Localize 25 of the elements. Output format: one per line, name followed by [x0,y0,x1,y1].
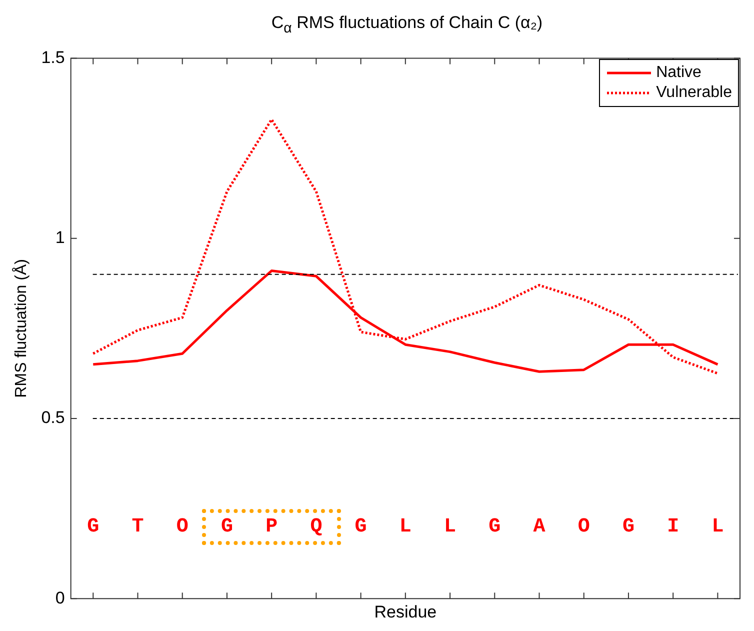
x-tick-label: G [220,516,233,539]
y-tick-label: 0 [55,588,65,608]
x-tick-label: O [176,516,188,539]
x-tick-label: I [667,516,680,539]
x-tick-label: P [266,516,278,539]
legend-label: Vulnerable [656,83,732,104]
y-axis-title: RMS fluctuation (Å) [12,259,30,398]
x-tick-label: G [622,516,634,539]
y-tick-label: 1 [55,228,65,248]
x-tick-label: G [87,516,100,539]
x-tick-label: A [533,516,546,539]
x-tick-label: O [578,516,590,539]
x-tick-label: T [132,516,144,539]
line-series [92,118,719,375]
x-tick-label: L [399,516,412,539]
y-tick-label: 0.5 [41,408,65,428]
x-tick-label: L [712,516,724,539]
x-tick-label: L [444,516,456,539]
legend-label: Native [656,63,702,84]
x-axis-title: Residue [374,602,437,622]
chart-title: C$_{α}$ RMS fluctuations of Chain C (α₂) [270,12,544,38]
y-tick-label: 1.5 [41,48,65,67]
x-tick-label: Q [310,516,322,539]
x-tick-label: G [488,516,501,539]
x-tick-label: G [354,516,367,539]
